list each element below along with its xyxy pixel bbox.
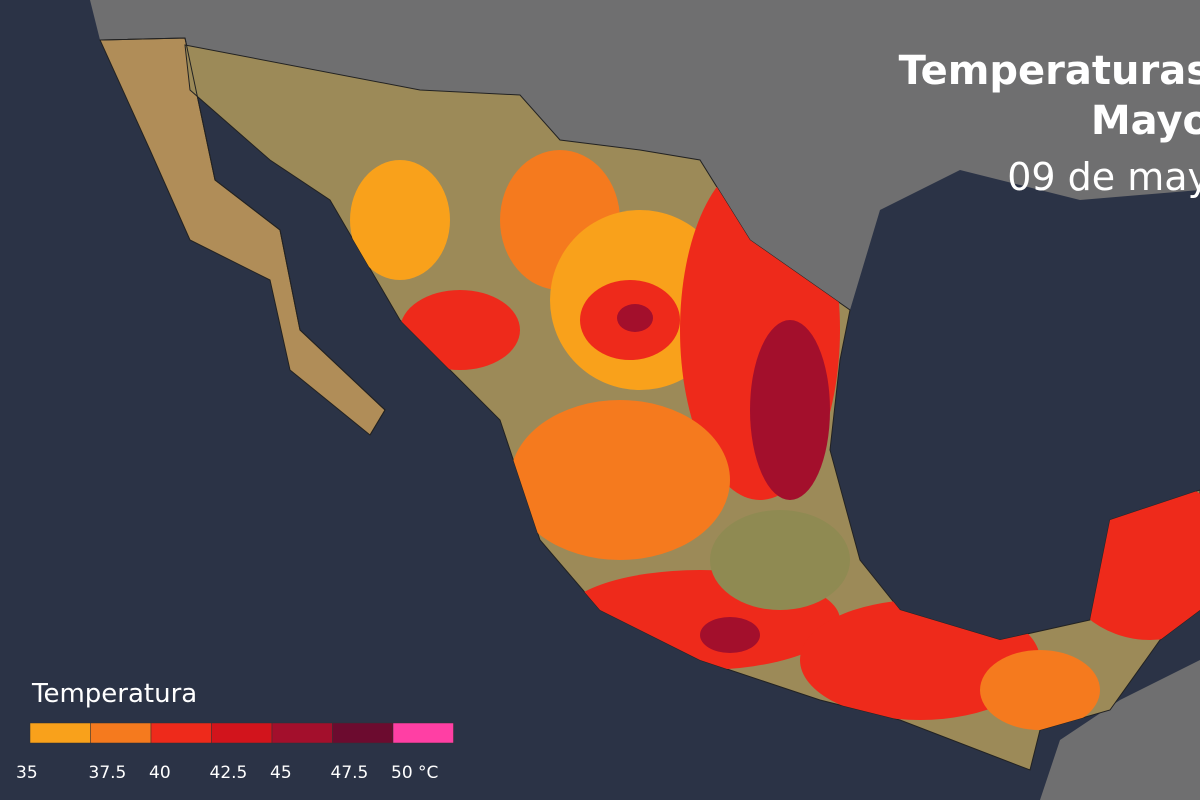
legend-swatch [332, 722, 394, 744]
legend-swatch [29, 722, 91, 744]
legend-swatch [211, 722, 273, 744]
legend-label: 42.5 [210, 763, 248, 783]
title-line: Temperaturas [899, 48, 1200, 94]
legend-label: 47.5 [331, 763, 369, 783]
legend-swatch [150, 722, 212, 744]
legend-label: 35 [16, 763, 38, 783]
legend-label: 50 °C [391, 763, 438, 783]
coast-line [101, 37, 386, 436]
legend-swatch [271, 722, 333, 744]
legend-swatch [90, 722, 152, 744]
legend-swatch [392, 722, 454, 744]
north-land [90, 0, 1200, 310]
central-america-land [1040, 660, 1200, 800]
title-line: Mayo [1091, 98, 1200, 144]
date: 09 de may [1007, 155, 1200, 199]
legend-label: 40 [149, 763, 171, 783]
legend-label: 37.5 [89, 763, 127, 783]
legend: 35 37.5 40 42.5 45 47.5 50 °C [16, 722, 454, 783]
legend-label: 45 [270, 763, 292, 783]
legend-title: Temperatura [31, 679, 197, 709]
